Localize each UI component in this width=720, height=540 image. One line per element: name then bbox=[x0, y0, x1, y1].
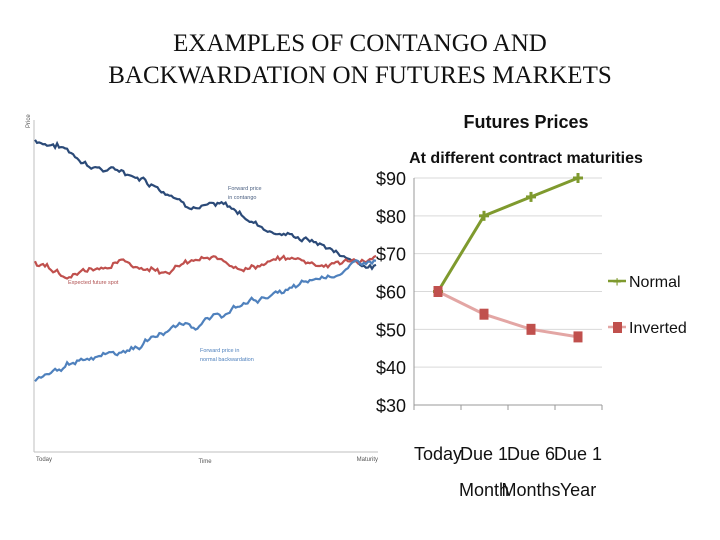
y-tick-label: $80 bbox=[376, 207, 406, 227]
left-series-3-line bbox=[34, 258, 377, 383]
x-tick-label-line2: Months bbox=[501, 480, 560, 500]
left-x-axis-label: Time bbox=[198, 459, 212, 465]
slide-title-line-1: EXAMPLES OF CONTANGO AND bbox=[173, 30, 547, 57]
x-tick-label-line2: Month bbox=[459, 480, 509, 500]
x-tick-label: Due 1 bbox=[554, 444, 602, 464]
y-tick-label: $40 bbox=[376, 358, 406, 378]
legend-normal-label: Normal bbox=[629, 274, 681, 291]
point-normal bbox=[479, 210, 489, 221]
point-normal bbox=[526, 191, 536, 202]
point-inverted bbox=[433, 286, 443, 297]
legend-normal-marker: + bbox=[612, 274, 621, 291]
x-tick-label: Today bbox=[414, 444, 462, 464]
slide-title: EXAMPLES OF CONTANGO AND BACKWARDATION O… bbox=[0, 28, 720, 92]
legend-inverted-marker bbox=[613, 322, 622, 333]
label-backwardation-2: normal backwardation bbox=[200, 357, 254, 363]
chart-subtitle: At different contract maturities bbox=[409, 150, 643, 167]
y-tick-label: $90 bbox=[376, 169, 406, 189]
y-tick-label: $70 bbox=[376, 245, 406, 265]
chart-title: Futures Prices bbox=[463, 112, 588, 132]
left-y-axis-label: Price bbox=[26, 114, 32, 128]
label-backwardation: Forward price in bbox=[200, 348, 239, 354]
series-inverted-line bbox=[437, 290, 579, 339]
point-normal bbox=[573, 173, 583, 183]
left-series-1-line bbox=[34, 139, 377, 271]
y-tick-label: $30 bbox=[376, 396, 406, 416]
label-contango: Forward price bbox=[228, 186, 262, 192]
series-normal-line bbox=[436, 176, 579, 293]
legend-inverted-label: Inverted bbox=[629, 320, 687, 337]
x-tick-label: Due 6 bbox=[507, 444, 555, 464]
y-tick-label: $60 bbox=[376, 283, 406, 303]
slide-title-line-2: BACKWARDATION ON FUTURES MARKETS bbox=[108, 62, 612, 89]
legend: + Normal Inverted bbox=[608, 274, 687, 337]
point-inverted bbox=[479, 308, 489, 320]
point-inverted bbox=[573, 331, 583, 343]
y-tick-label: $50 bbox=[376, 320, 406, 340]
left-x-tick-maturity: Maturity bbox=[357, 457, 378, 463]
x-tick-label-line2: Year bbox=[560, 480, 596, 500]
label-expected-spot: Expected future spot bbox=[68, 280, 119, 286]
label-contango-2: in contango bbox=[228, 195, 256, 201]
point-inverted bbox=[526, 323, 536, 335]
x-tick-label: Due 1 bbox=[460, 444, 508, 464]
left-x-tick-today: Today bbox=[36, 457, 52, 463]
left-series-2-line bbox=[33, 254, 377, 280]
